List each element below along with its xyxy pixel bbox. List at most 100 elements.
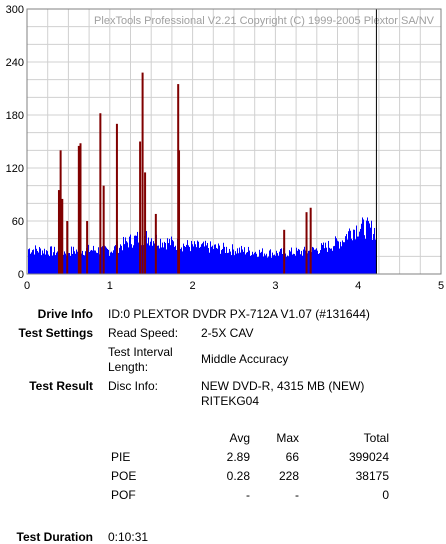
pie-bar (262, 248, 263, 274)
pie-bar (106, 247, 107, 274)
pie-bar (101, 247, 102, 274)
pie-bar (127, 242, 128, 274)
pie-bar (254, 252, 255, 274)
pie-bar (29, 248, 30, 274)
pie-bar (275, 255, 276, 274)
pie-bar (190, 251, 191, 274)
pie-bar (207, 242, 208, 274)
pie-bar (240, 252, 241, 274)
pie-bar (150, 241, 151, 274)
pie-bar (181, 247, 182, 274)
pie-bar (160, 238, 161, 274)
read-speed-value: 2-5X CAV (201, 326, 254, 340)
pie-bar (196, 247, 197, 274)
pie-bar (36, 248, 37, 274)
pie-bar (167, 238, 168, 274)
pie-bar (63, 254, 64, 274)
pie-bar (298, 248, 299, 274)
y-tick-label: 300 (6, 4, 24, 16)
pie-bar (341, 246, 342, 274)
pie-bar (85, 251, 86, 274)
grid (26, 8, 442, 275)
poe-bar (139, 141, 142, 274)
poe-bar (61, 198, 64, 274)
pie-bar (282, 253, 283, 274)
pie-bar (28, 249, 29, 274)
pie-bar (194, 241, 195, 274)
y-tick-label: 120 (6, 163, 24, 175)
pie-bar (272, 252, 273, 274)
pie-bar (184, 245, 185, 274)
pie-bar (224, 246, 225, 274)
pie-bar (331, 248, 332, 274)
pie-bar (187, 240, 188, 274)
pie-bar (246, 252, 247, 274)
stat-row-name: PIE (111, 450, 131, 464)
pie-bar (238, 253, 239, 274)
pie-bar (102, 246, 103, 274)
stat-row-total: 0 (382, 488, 389, 502)
pie-bar (119, 247, 120, 274)
poe-bar (305, 212, 308, 274)
pie-bar (265, 255, 266, 274)
pie-bar (57, 251, 58, 274)
pie-bar (334, 245, 335, 274)
pie-bar (53, 252, 54, 274)
x-tick-label: 5 (438, 280, 444, 292)
pie-bar (309, 250, 310, 274)
poe-bar (309, 207, 312, 274)
pie-bar (329, 247, 330, 274)
pie-bar (201, 244, 202, 274)
pie-bar (172, 239, 173, 274)
pie-bar (323, 242, 324, 274)
pie-bar (122, 250, 123, 274)
pie-bar (280, 249, 281, 274)
x-tick-labels: 0 1 2 3 4 5 (24, 280, 444, 292)
pie-bar (169, 238, 170, 274)
pie-bar (44, 248, 45, 274)
chart-title: PlexTools Professional V2.21 Copyright (… (94, 15, 435, 27)
pie-bar (97, 252, 98, 274)
pie-bar (354, 229, 355, 274)
pie-bar (112, 252, 113, 274)
pie-bar (228, 252, 229, 274)
pie-bar (31, 252, 32, 274)
pie-bar (339, 248, 340, 274)
pie-bar (88, 244, 89, 274)
pie-bar (191, 240, 192, 274)
pie-bar (367, 217, 368, 274)
pie-bar (222, 248, 223, 274)
pie-bar (294, 254, 295, 274)
pie-bar (109, 255, 110, 274)
pie-bar (263, 256, 264, 274)
pie-bar (134, 235, 135, 274)
poe-bar (86, 221, 89, 274)
pie-bar (216, 247, 217, 274)
pie-bar (146, 231, 147, 274)
pie-bar (358, 236, 359, 274)
pie-bar (74, 251, 75, 274)
pie-bar (32, 250, 33, 274)
pie-bar (231, 255, 232, 274)
pie-bar (320, 250, 321, 274)
stat-row-name: POE (111, 469, 137, 483)
pie-bar (68, 253, 69, 274)
pie-bar (305, 250, 306, 274)
pie-bar (330, 248, 331, 274)
poe-bar (154, 213, 157, 274)
pie-bar (218, 243, 219, 274)
pie-bar (221, 250, 222, 274)
pie-bar (369, 223, 370, 274)
pie-bar (235, 251, 236, 274)
pie-bar (289, 250, 290, 274)
y-tick-label: 0 (18, 269, 24, 281)
pie-bar (56, 252, 57, 274)
stat-row-total: 38175 (355, 469, 389, 483)
drive-info-label: Drive Info (37, 307, 93, 321)
pie-bar (301, 250, 302, 274)
pie-bar (373, 234, 374, 274)
pie-bar (314, 249, 315, 274)
pie-bar (200, 246, 201, 274)
pie-bar (324, 248, 325, 274)
pie-bar (41, 255, 42, 274)
